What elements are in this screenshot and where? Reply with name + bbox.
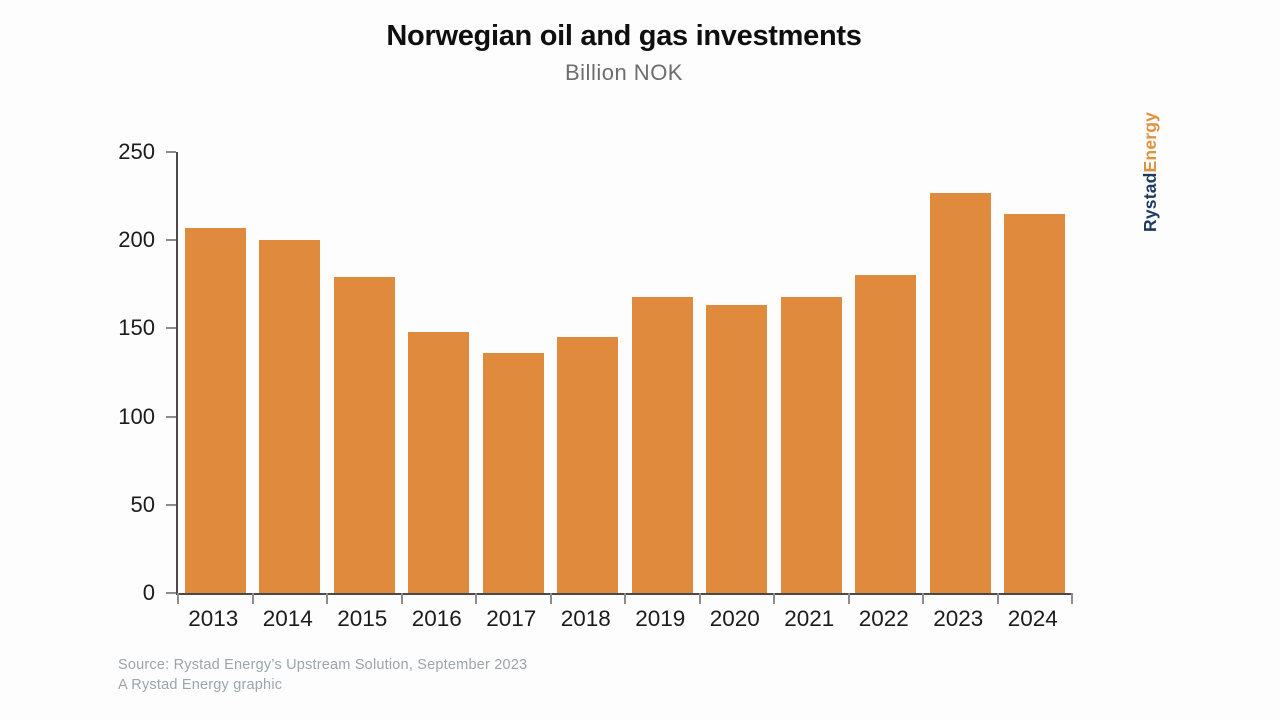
bar-2024 [1004, 213, 1066, 593]
chart-subtitle: Billion NOK [565, 60, 683, 85]
y-tick-label: 150 [118, 315, 155, 341]
bar-2021 [780, 296, 842, 593]
rystad-energy-logo: RystadEnergy [1140, 112, 1161, 232]
bar-2015 [333, 277, 395, 593]
x-axis-tick [922, 593, 924, 604]
bar-2013 [184, 227, 246, 593]
x-tick-label-2021: 2021 [784, 606, 835, 631]
x-axis-tick [698, 593, 701, 604]
y-tick-label: 100 [118, 403, 155, 429]
bar-2016 [408, 331, 470, 593]
x-axis-tick [251, 593, 254, 604]
y-tick-label: 250 [118, 139, 155, 164]
x-axis-tick [475, 593, 477, 604]
x-tick-label-2013: 2013 [188, 606, 239, 631]
x-axis-tick [847, 593, 850, 604]
x-tick-label-2015: 2015 [337, 606, 388, 631]
plot-area: 0 50 100 150 200 250 [118, 139, 1073, 605]
logo-word-energy: Energy [1140, 111, 1160, 173]
source-line-1: Source: Rystad Energy’s Upstream Solutio… [118, 657, 528, 673]
x-tick-label-2014: 2014 [262, 606, 313, 631]
bar-2018 [557, 337, 619, 593]
x-tick-label-2017: 2017 [486, 606, 537, 631]
y-axis-tick [166, 327, 176, 330]
bar-2022 [855, 275, 917, 593]
x-axis-tick [1071, 593, 1073, 604]
bar-2014 [259, 240, 321, 593]
y-axis-tick [166, 592, 176, 594]
x-tick-label-2022: 2022 [858, 606, 909, 631]
x-tick-label-2023: 2023 [933, 606, 984, 631]
chart-title: Norwegian oil and gas investments [386, 20, 862, 52]
source-line-2: A Rystad Energy graphic [118, 677, 283, 693]
y-axis-tick [166, 503, 176, 506]
y-tick-label: 0 [142, 580, 155, 605]
bar-2020 [706, 305, 768, 593]
x-axis-tick [400, 593, 403, 604]
logo-word-rystad: Rystad [1140, 172, 1160, 232]
x-axis-tick [177, 593, 179, 604]
bar-2017 [482, 353, 544, 593]
y-axis-tick [166, 239, 176, 242]
y-tick-label: 200 [118, 227, 155, 253]
y-tick-label: 50 [130, 491, 155, 517]
x-axis-tick [773, 593, 775, 604]
x-axis-tick [549, 593, 552, 604]
y-axis-tick [166, 151, 176, 153]
y-axis-tick [166, 415, 176, 418]
x-tick-label-2019: 2019 [635, 606, 686, 631]
bar-2019 [631, 296, 693, 593]
x-tick-label-2016: 2016 [411, 606, 462, 631]
x-axis-tick [624, 593, 626, 604]
x-tick-label-2020: 2020 [709, 606, 760, 631]
source-note: Source: Rystad Energy’s Upstream Solutio… [118, 655, 527, 695]
x-axis-tick [326, 593, 328, 604]
x-axis-tick [996, 593, 999, 604]
bar-2023 [929, 192, 991, 593]
x-tick-label-2018: 2018 [560, 606, 611, 631]
x-tick-label-2024: 2024 [1007, 606, 1058, 631]
